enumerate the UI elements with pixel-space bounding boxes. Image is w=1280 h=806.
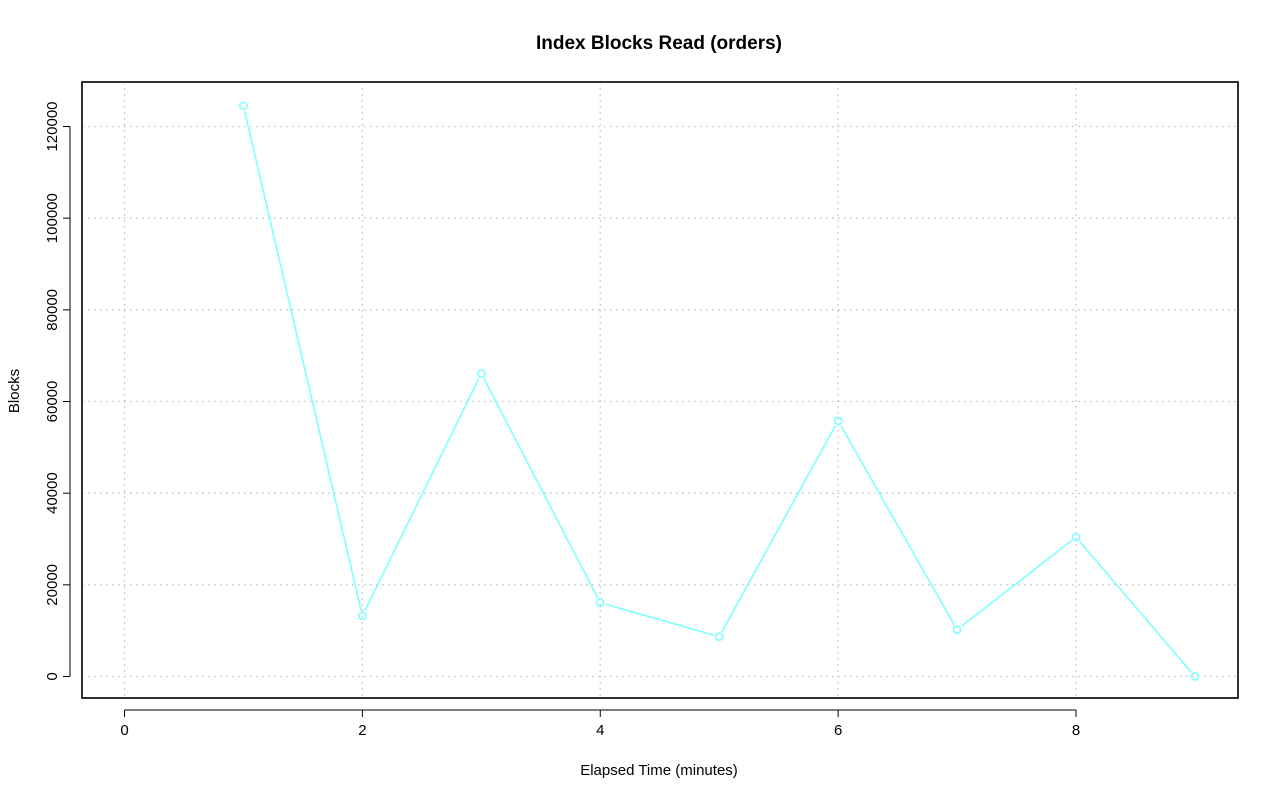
data-point — [357, 611, 367, 621]
y-tick-label: 0 — [44, 672, 61, 680]
series-line-segment — [243, 111, 362, 611]
data-point — [952, 625, 962, 635]
series-line-segment — [721, 425, 837, 633]
x-tick-label: 8 — [1072, 722, 1080, 739]
series-line-segment — [1078, 540, 1192, 673]
y-tick-label: 80000 — [44, 289, 61, 331]
grid-lines — [82, 82, 1238, 698]
data-point — [476, 369, 486, 378]
y-tick-label: 40000 — [44, 472, 61, 514]
series-layer — [239, 101, 1200, 681]
y-tick-label: 20000 — [44, 564, 61, 606]
y-tick-label: 100000 — [44, 193, 61, 243]
plot-frame — [81, 81, 1239, 699]
y-axis-label: Blocks — [6, 369, 23, 413]
x-tick-label: 0 — [120, 722, 128, 739]
x-tick-label: 6 — [834, 722, 842, 739]
data-point — [1071, 532, 1081, 542]
y-tick-label: 60000 — [44, 381, 61, 423]
data-point — [833, 416, 843, 426]
data-point — [1190, 672, 1200, 681]
data-point — [595, 598, 605, 608]
axes: 0 2 4 6 8 0 20000 40000 60000 80000 100000 120000 — [44, 101, 1080, 739]
data-point — [239, 101, 248, 111]
data-point — [714, 632, 724, 642]
series-line-segment — [483, 378, 599, 599]
series-line-segment — [960, 539, 1073, 628]
series-line-segment — [840, 425, 956, 626]
chart-title: Index Blocks Read (orders) — [536, 33, 782, 54]
y-tick-label: 120000 — [44, 101, 61, 151]
x-tick-label: 2 — [358, 722, 366, 739]
x-tick-label: 4 — [596, 722, 604, 739]
series-line-segment — [605, 603, 715, 636]
x-axis-label: Elapsed Time (minutes) — [580, 762, 738, 779]
series-line-segment — [364, 378, 480, 612]
